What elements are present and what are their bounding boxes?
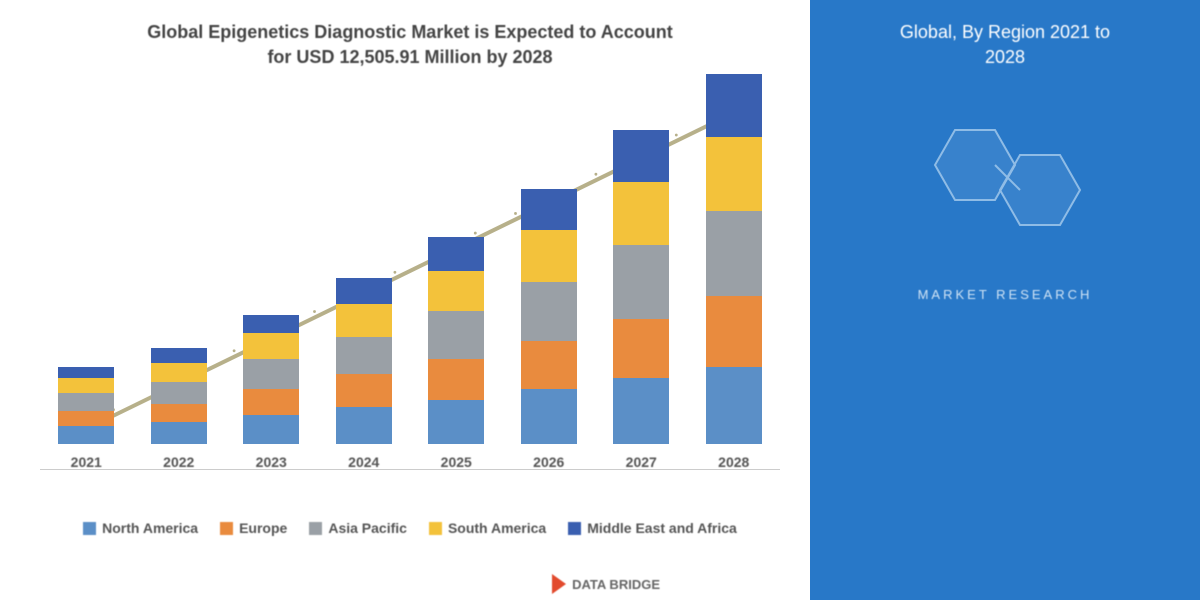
bar-segment <box>428 359 484 400</box>
x-axis-label: 2025 <box>441 454 472 470</box>
legend-label: South America <box>448 520 546 536</box>
bar-segment <box>706 296 762 366</box>
x-axis-label: 2026 <box>533 454 564 470</box>
bar-segment <box>336 337 392 374</box>
bar-segment <box>58 426 114 445</box>
bar-column: 2027 <box>606 130 676 470</box>
bar-column: 2021 <box>51 367 121 471</box>
x-axis-label: 2027 <box>626 454 657 470</box>
x-axis-label: 2023 <box>256 454 287 470</box>
bar-segment <box>706 211 762 296</box>
bar-segment <box>58 411 114 426</box>
bar-segment <box>336 374 392 407</box>
hex-group <box>935 130 1080 225</box>
footer-logo: DATA BRIDGE <box>552 574 660 594</box>
right-panel-title: Global, By Region 2021 to 2028 <box>900 20 1110 70</box>
hexagon-graphic <box>895 100 1115 275</box>
bar-segment <box>613 319 669 378</box>
legend-swatch <box>429 522 442 535</box>
bar-stack <box>58 367 114 445</box>
chart-panel: Global Epigenetics Diagnostic Market is … <box>0 0 810 600</box>
legend-item: Europe <box>220 520 287 536</box>
bar-column: 2025 <box>421 237 491 470</box>
bar-segment <box>336 407 392 444</box>
right-panel: Global, By Region 2021 to 2028 MARKET RE… <box>810 0 1200 600</box>
bar-segment <box>521 189 577 230</box>
bar-segment <box>58 367 114 378</box>
legend-swatch <box>309 522 322 535</box>
legend-swatch <box>220 522 233 535</box>
bar-segment <box>243 315 299 334</box>
bar-stack <box>613 130 669 444</box>
x-axis-label: 2021 <box>71 454 102 470</box>
bar-segment <box>428 400 484 444</box>
bar-segment <box>428 311 484 359</box>
bar-segment <box>151 404 207 423</box>
bar-segment <box>243 333 299 359</box>
bar-segment <box>613 182 669 245</box>
bar-segment <box>521 389 577 445</box>
bar-segment <box>58 378 114 393</box>
bar-stack <box>151 348 207 444</box>
x-axis-label: 2024 <box>348 454 379 470</box>
logo-triangle-icon <box>552 574 566 594</box>
legend-label: Europe <box>239 520 287 536</box>
bar-segment <box>336 304 392 337</box>
bar-segment <box>521 230 577 282</box>
bar-segment <box>151 382 207 404</box>
title-line-1: Global Epigenetics Diagnostic Market is … <box>147 22 672 42</box>
footer-brand-text: DATA BRIDGE <box>572 577 660 592</box>
bar-column: 2026 <box>514 189 584 470</box>
bar-column: 2022 <box>144 348 214 470</box>
right-title-line-1: Global, By Region 2021 to <box>900 22 1110 42</box>
bar-segment <box>243 359 299 389</box>
bar-column: 2023 <box>236 315 306 470</box>
bar-segment <box>58 393 114 412</box>
bar-segment <box>521 341 577 389</box>
legend-item: North America <box>83 520 198 536</box>
bar-segment <box>706 74 762 137</box>
legend-item: South America <box>429 520 546 536</box>
title-line-2: for USD 12,505.91 Million by 2028 <box>267 47 552 67</box>
bar-stack <box>706 74 762 444</box>
bar-segment <box>613 378 669 445</box>
bar-segment <box>706 367 762 445</box>
bar-segment <box>336 278 392 304</box>
bar-segment <box>151 422 207 444</box>
bar-column: 2028 <box>699 74 769 470</box>
legend-item: Middle East and Africa <box>568 520 737 536</box>
bar-segment <box>428 237 484 270</box>
legend-item: Asia Pacific <box>309 520 407 536</box>
bar-segment <box>151 363 207 382</box>
bar-column: 2024 <box>329 278 399 470</box>
bar-stack <box>243 315 299 444</box>
legend-label: Middle East and Africa <box>587 520 737 536</box>
bar-stack <box>521 189 577 444</box>
bar-segment <box>706 137 762 211</box>
legend-swatch <box>568 522 581 535</box>
x-axis-label: 2022 <box>163 454 194 470</box>
bar-segment <box>243 389 299 415</box>
bar-segment <box>521 282 577 341</box>
legend-swatch <box>83 522 96 535</box>
bars-container: 2021 2022 2023 2024 2025 2026 2027 2028 <box>30 100 790 470</box>
legend-label: Asia Pacific <box>328 520 407 536</box>
bar-segment <box>151 348 207 363</box>
brand-subtitle: MARKET RESEARCH <box>918 287 1093 302</box>
right-title-line-2: 2028 <box>985 47 1025 67</box>
chart-title: Global Epigenetics Diagnostic Market is … <box>30 20 790 70</box>
legend: North America Europe Asia Pacific South Ame… <box>30 520 790 536</box>
bar-stack <box>336 278 392 444</box>
x-axis-label: 2028 <box>718 454 749 470</box>
bar-segment <box>243 415 299 445</box>
bar-stack <box>428 237 484 444</box>
legend-label: North America <box>102 520 198 536</box>
bar-segment <box>613 130 669 182</box>
chart-area: 2021 2022 2023 2024 2025 2026 2027 2028 <box>30 80 790 510</box>
bar-segment <box>428 271 484 312</box>
bar-segment <box>613 245 669 319</box>
